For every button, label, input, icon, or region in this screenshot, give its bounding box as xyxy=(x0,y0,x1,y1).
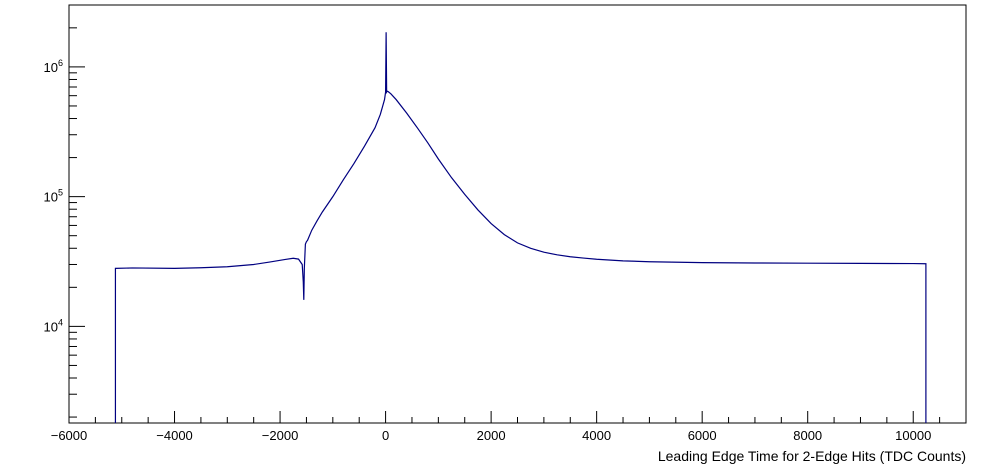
x-tick-label: −2000 xyxy=(262,428,299,443)
x-axis-ticks: −6000 −4000 −2000 0 2000 4000 6000 8000 10000 xyxy=(51,411,966,443)
x-tick-label: 6000 xyxy=(688,428,717,443)
x-tick-label: −6000 xyxy=(51,428,88,443)
x-tick-label: 10000 xyxy=(895,428,931,443)
x-tick-label: 2000 xyxy=(477,428,506,443)
x-tick-label: 8000 xyxy=(793,428,822,443)
plot-frame xyxy=(69,5,966,423)
y-axis-ticks: 104 105 106 xyxy=(44,5,85,417)
series-layer xyxy=(115,32,925,423)
y-tick-label: 105 xyxy=(44,188,63,205)
x-tick-label: 4000 xyxy=(582,428,611,443)
histogram-series-line xyxy=(115,32,925,423)
x-axis-title: Leading Edge Time for 2-Edge Hits (TDC C… xyxy=(658,448,966,464)
y-tick-label: 106 xyxy=(44,58,63,75)
y-tick-label: 104 xyxy=(44,317,63,334)
x-tick-label: 0 xyxy=(382,428,389,443)
x-tick-label: −4000 xyxy=(156,428,193,443)
